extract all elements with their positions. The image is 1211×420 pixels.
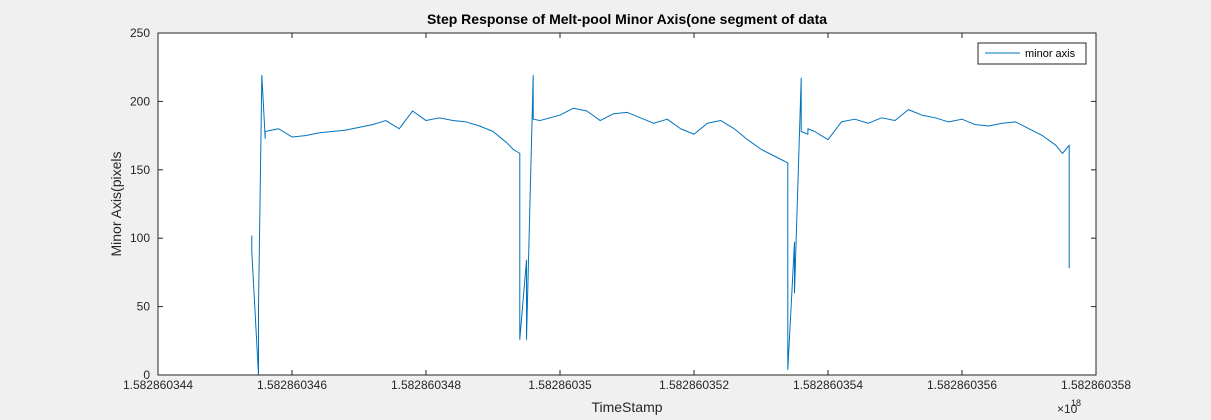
x-tick-label: 1.582860344 [123,378,193,392]
chart-title: Step Response of Melt-pool Minor Axis(on… [427,11,827,27]
y-tick-label: 250 [130,26,150,40]
y-axis-title: Minor Axis(pixels [108,151,124,256]
x-tick-label: 1.582860352 [659,378,729,392]
x-tick-label: 1.58286035 [528,378,592,392]
x-tick-label: 1.582860356 [927,378,997,392]
x-axis-ticks: 1.582860344 1.582860346 1.582860348 1.58286… [123,33,1131,392]
x-tick-label: 1.582860346 [257,378,327,392]
x-tick-label: 1.582860348 [391,378,461,392]
y-tick-label: 0 [143,368,150,382]
y-tick-label: 150 [130,163,150,177]
series-line-0 [251,74,1070,376]
x-exponent-base: ×10 [1057,402,1078,416]
y-tick-label: 50 [137,300,151,314]
x-exponent: ×10 18 [1057,398,1081,416]
y-tick-label: 100 [130,231,150,245]
legend-box [977,42,1087,65]
series-layer [251,74,1070,376]
plot-area [158,33,1096,375]
y-axis-ticks: 0 50 100 150 200 250 [130,26,1096,382]
y-tick-label: 200 [130,94,150,108]
legend-label: minor axis [1025,48,1076,60]
x-axis-title: TimeStamp [591,399,662,415]
plot-frame [157,32,1097,376]
x-tick-label: 1.582860358 [1061,378,1131,392]
x-tick-label: 1.582860354 [793,378,863,392]
x-exponent-power: 18 [1071,398,1081,408]
legend: minor axis [977,42,1087,65]
